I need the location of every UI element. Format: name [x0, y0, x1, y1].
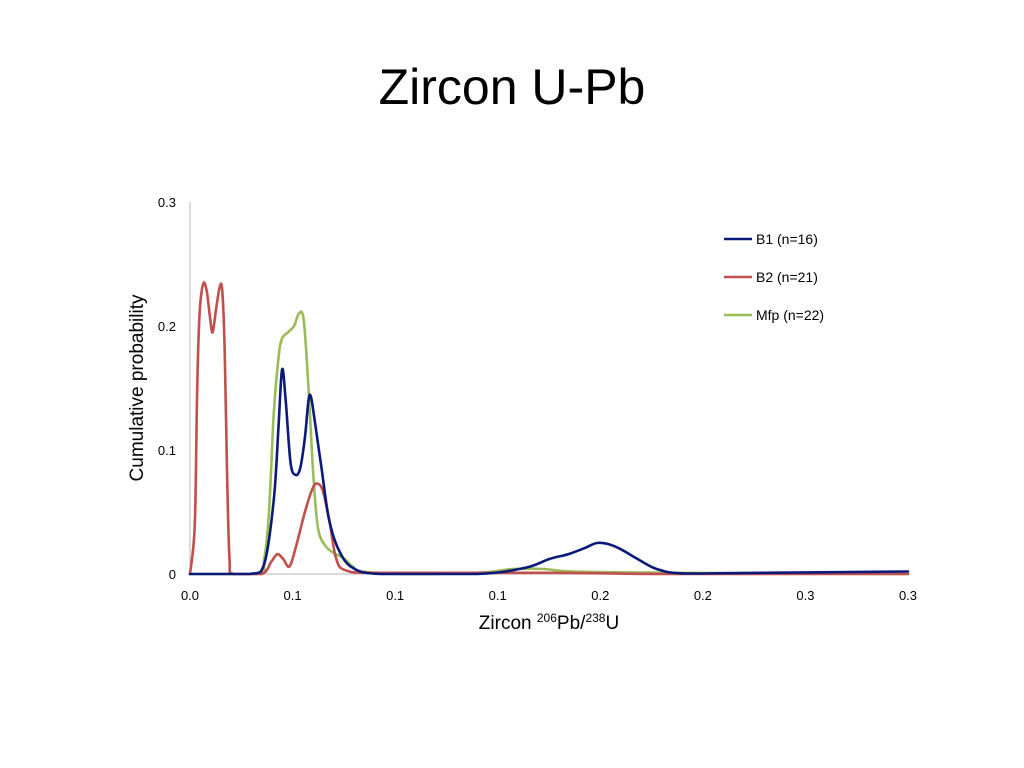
- y-axis-title: Cumulative probability: [127, 294, 148, 481]
- x-tick-labels: 0.0 0.1 0.1 0.1 0.2 0.2 0.3 0.3: [181, 588, 917, 603]
- legend: B1 (n=16) B2 (n=21) Mfp (n=22): [724, 231, 824, 323]
- legend-label: B1 (n=16): [756, 231, 818, 247]
- legend-label: B2 (n=21): [756, 269, 818, 285]
- series-lines: [188, 281, 910, 576]
- x-tick-label: 0.3: [899, 588, 917, 603]
- x-axis-title: Zircon 206Pb/238U: [479, 611, 619, 634]
- y-tick-label: 0.2: [158, 319, 176, 334]
- series-line-b1: [188, 367, 910, 576]
- series-line-b2: [188, 281, 910, 576]
- x-tick-label: 0.3: [796, 588, 814, 603]
- legend-label: Mfp (n=22): [756, 307, 824, 323]
- x-axis-title-superscript: 238: [585, 611, 605, 625]
- x-axis-title-text: Pb/: [557, 613, 586, 634]
- y-tick-label: 0.1: [158, 443, 176, 458]
- y-tick-label: 0: [169, 567, 176, 582]
- x-tick-label: 0.1: [489, 588, 507, 603]
- x-tick-label: 0.2: [591, 588, 609, 603]
- x-axis-title-text: Zircon: [479, 613, 537, 634]
- chart-axes: [189, 202, 908, 575]
- series-line-mfp: [188, 310, 910, 576]
- x-tick-label: 0.1: [284, 588, 302, 603]
- x-axis-title-superscript: 206: [537, 611, 557, 625]
- x-tick-label: 0.0: [181, 588, 199, 603]
- y-tick-labels: 0 0.1 0.2 0.3: [158, 195, 176, 582]
- x-tick-label: 0.1: [386, 588, 404, 603]
- slide-title: Zircon U-Pb: [378, 59, 646, 115]
- x-tick-label: 0.2: [694, 588, 712, 603]
- y-tick-label: 0.3: [158, 195, 176, 210]
- x-axis-title-text: U: [605, 613, 619, 634]
